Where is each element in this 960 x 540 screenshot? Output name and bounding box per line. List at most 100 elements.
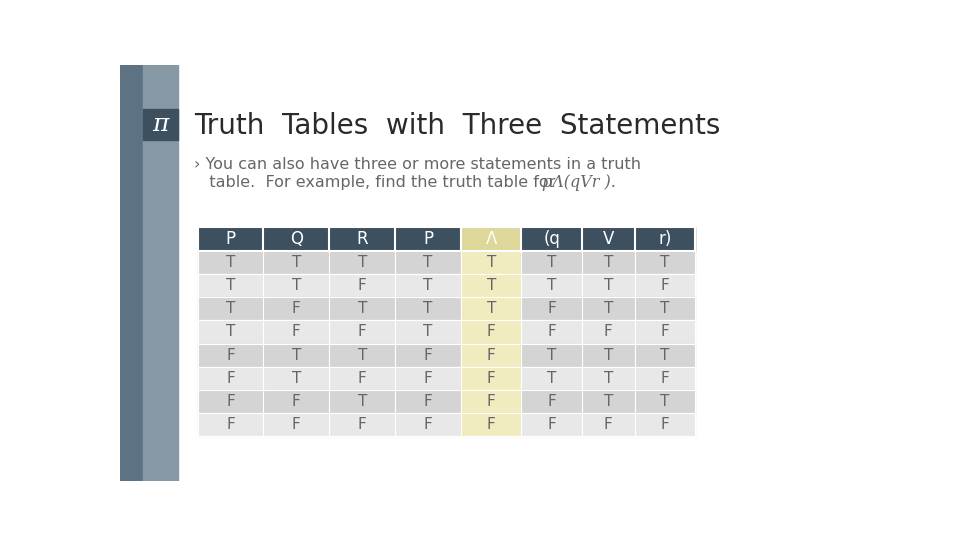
Bar: [198, 367, 263, 390]
Bar: [582, 367, 635, 390]
Text: F: F: [547, 325, 556, 340]
Bar: [329, 320, 396, 343]
Bar: [143, 110, 179, 140]
Text: F: F: [226, 417, 235, 432]
Bar: [396, 298, 461, 320]
Bar: [263, 390, 329, 413]
Text: T: T: [660, 255, 669, 270]
Bar: [263, 320, 329, 343]
Bar: [521, 251, 582, 274]
Text: F: F: [487, 417, 495, 432]
Bar: [582, 226, 635, 251]
Text: Truth  Tables  with  Three  Statements: Truth Tables with Three Statements: [194, 112, 720, 140]
Text: › You can also have three or more statements in a truth: › You can also have three or more statem…: [194, 157, 640, 172]
Text: T: T: [226, 278, 235, 293]
Text: F: F: [547, 394, 556, 409]
Bar: [635, 390, 695, 413]
Text: F: F: [358, 370, 367, 386]
Text: pΛ(qVr ).: pΛ(qVr ).: [542, 174, 616, 191]
Bar: [461, 251, 521, 274]
Bar: [461, 298, 521, 320]
Bar: [582, 343, 635, 367]
Bar: [396, 413, 461, 436]
Text: T: T: [604, 278, 612, 293]
Text: F: F: [358, 417, 367, 432]
Bar: [263, 298, 329, 320]
Bar: [582, 390, 635, 413]
Text: T: T: [604, 370, 612, 386]
Bar: [521, 274, 582, 298]
Bar: [263, 343, 329, 367]
Bar: [635, 251, 695, 274]
Bar: [396, 320, 461, 343]
Text: T: T: [357, 394, 367, 409]
Text: F: F: [487, 348, 495, 362]
Text: F: F: [226, 348, 235, 362]
Text: T: T: [604, 394, 612, 409]
Text: Q: Q: [290, 230, 302, 248]
Text: T: T: [487, 301, 496, 316]
Text: r): r): [659, 230, 671, 248]
Bar: [635, 413, 695, 436]
Text: T: T: [292, 278, 301, 293]
Bar: [635, 367, 695, 390]
Text: T: T: [487, 278, 496, 293]
Text: T: T: [660, 301, 669, 316]
Text: T: T: [423, 278, 433, 293]
Text: F: F: [660, 278, 669, 293]
Bar: [263, 413, 329, 436]
Bar: [263, 367, 329, 390]
Bar: [329, 390, 396, 413]
Bar: [461, 320, 521, 343]
Text: F: F: [226, 394, 235, 409]
Bar: [329, 343, 396, 367]
Text: P: P: [226, 230, 235, 248]
Text: T: T: [357, 255, 367, 270]
Text: T: T: [487, 255, 496, 270]
Bar: [396, 251, 461, 274]
Text: T: T: [292, 370, 301, 386]
Text: (q: (q: [543, 230, 560, 248]
Bar: [143, 65, 179, 481]
Text: T: T: [357, 301, 367, 316]
Text: F: F: [660, 325, 669, 340]
Bar: [521, 343, 582, 367]
Text: F: F: [292, 417, 300, 432]
Bar: [396, 367, 461, 390]
Text: F: F: [423, 394, 432, 409]
Bar: [329, 226, 396, 251]
Text: T: T: [423, 301, 433, 316]
Bar: [396, 274, 461, 298]
Bar: [635, 343, 695, 367]
Text: T: T: [292, 255, 301, 270]
Bar: [263, 226, 329, 251]
Bar: [120, 65, 143, 481]
Bar: [521, 367, 582, 390]
Text: P: P: [423, 230, 433, 248]
Bar: [461, 226, 521, 251]
Bar: [329, 367, 396, 390]
Text: F: F: [423, 417, 432, 432]
Bar: [461, 274, 521, 298]
Bar: [461, 367, 521, 390]
Bar: [329, 251, 396, 274]
Bar: [582, 413, 635, 436]
Bar: [521, 226, 582, 251]
Text: T: T: [226, 255, 235, 270]
Bar: [329, 274, 396, 298]
Text: F: F: [487, 394, 495, 409]
Text: F: F: [358, 325, 367, 340]
Bar: [396, 343, 461, 367]
Text: F: F: [660, 417, 669, 432]
Bar: [582, 251, 635, 274]
Bar: [198, 298, 263, 320]
Bar: [198, 226, 263, 251]
Bar: [582, 320, 635, 343]
Text: F: F: [660, 370, 669, 386]
Text: π: π: [152, 113, 169, 137]
Bar: [521, 320, 582, 343]
Bar: [521, 298, 582, 320]
Bar: [461, 343, 521, 367]
Text: T: T: [660, 394, 669, 409]
Bar: [198, 251, 263, 274]
